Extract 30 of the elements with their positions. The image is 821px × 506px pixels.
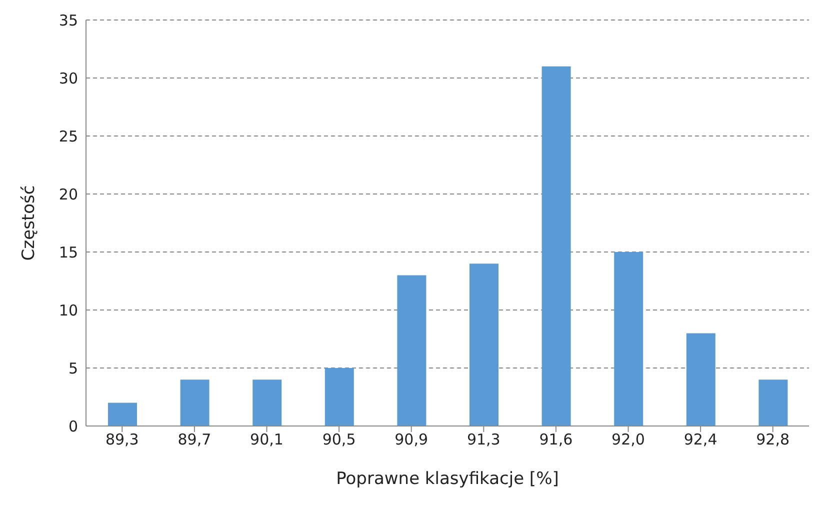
- x-tick-label: 90,1: [250, 430, 284, 449]
- y-tick-label: 15: [58, 243, 78, 262]
- x-tick-label: 89,3: [105, 430, 139, 449]
- bar: [758, 380, 788, 426]
- x-tick-label: 91,3: [466, 430, 500, 449]
- y-tick-label: 5: [68, 359, 78, 378]
- x-tick-label: 92,8: [756, 430, 790, 449]
- x-tick-label: 90,5: [322, 430, 356, 449]
- bar: [324, 368, 354, 426]
- bar: [252, 380, 282, 426]
- bar: [470, 264, 498, 426]
- x-axis-title: Poprawne klasyfikacje [%]: [336, 469, 559, 489]
- x-tick-label: 89,7: [178, 430, 212, 449]
- y-tick-label: 30: [58, 69, 78, 88]
- y-tick-label: 10: [58, 301, 78, 320]
- bar: [180, 380, 210, 426]
- bar: [397, 275, 426, 426]
- y-tick-label: 25: [58, 127, 78, 146]
- y-tick-label: 35: [58, 11, 78, 30]
- x-tick-label: 92,0: [612, 430, 645, 449]
- y-axis-title: Częstość: [19, 185, 40, 261]
- x-tick-label: 90,9: [394, 430, 428, 449]
- x-tick-label: 92,4: [684, 430, 718, 449]
- y-tick-label: 20: [58, 185, 78, 204]
- x-tick-label: 91,6: [539, 430, 573, 449]
- bar: [614, 252, 644, 426]
- bar: [686, 333, 716, 426]
- bar: [542, 66, 571, 426]
- y-tick-label: 0: [68, 417, 78, 436]
- bar: [108, 402, 137, 426]
